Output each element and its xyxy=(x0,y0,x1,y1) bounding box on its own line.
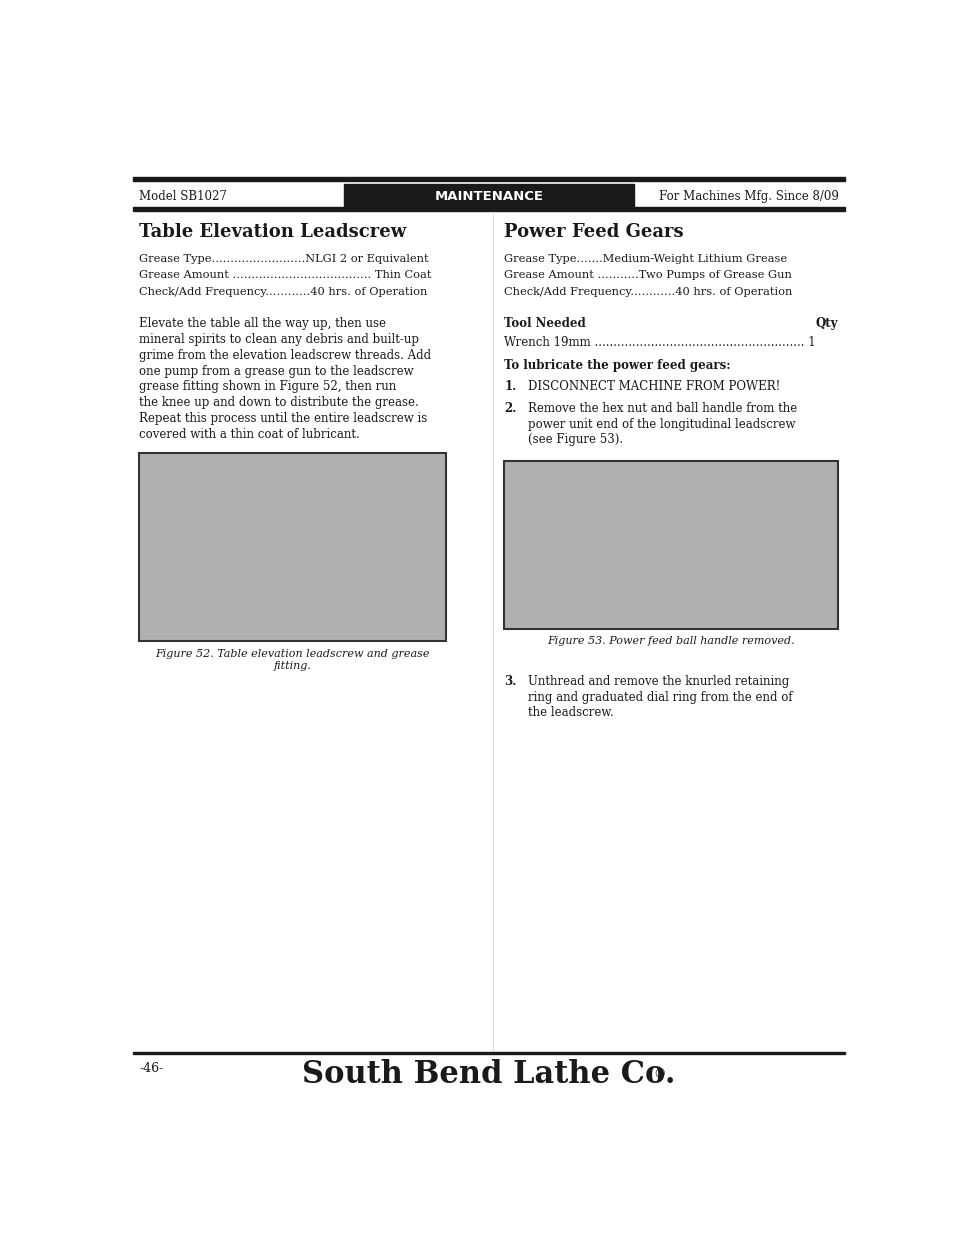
Text: Grease Amount ...........Two Pumps of Grease Gun: Grease Amount ...........Two Pumps of Gr… xyxy=(504,270,792,280)
Text: South Bend Lathe Co.: South Bend Lathe Co. xyxy=(302,1058,675,1091)
Text: To lubricate the power feed gears:: To lubricate the power feed gears: xyxy=(504,359,730,372)
Text: 3.: 3. xyxy=(504,674,517,688)
Text: Qty: Qty xyxy=(815,317,838,330)
Text: Figure 53. Power feed ball handle removed.: Figure 53. Power feed ball handle remove… xyxy=(547,636,794,646)
Text: Grease Type.........................NLGI 2 or Equivalent: Grease Type.........................NLGI… xyxy=(139,253,429,264)
Text: Grease Amount ..................................... Thin Coat: Grease Amount ..........................… xyxy=(139,270,432,280)
Text: Wrench 19mm ........................................................ 1: Wrench 19mm ............................… xyxy=(504,336,815,348)
Text: ring and graduated dial ring from the end of: ring and graduated dial ring from the en… xyxy=(527,690,792,704)
Text: covered with a thin coat of lubricant.: covered with a thin coat of lubricant. xyxy=(139,427,360,441)
Text: Remove the hex nut and ball handle from the: Remove the hex nut and ball handle from … xyxy=(527,401,796,415)
Text: DISCONNECT MACHINE FROM POWER!: DISCONNECT MACHINE FROM POWER! xyxy=(527,380,780,394)
Text: Grease Type.......Medium-Weight Lithium Grease: Grease Type.......Medium-Weight Lithium … xyxy=(504,253,787,264)
Text: the knee up and down to distribute the grease.: the knee up and down to distribute the g… xyxy=(139,396,418,409)
Text: Check/Add Frequency............40 hrs. of Operation: Check/Add Frequency............40 hrs. o… xyxy=(504,287,792,296)
Text: power unit end of the longitudinal leadscrew: power unit end of the longitudinal leads… xyxy=(527,417,795,431)
Bar xyxy=(504,461,837,629)
Bar xyxy=(133,1052,843,1055)
Text: Model SB1027: Model SB1027 xyxy=(139,190,227,203)
Text: grime from the elevation leadscrew threads. Add: grime from the elevation leadscrew threa… xyxy=(139,348,431,362)
Text: grease fitting shown in Figure 52, then run: grease fitting shown in Figure 52, then … xyxy=(139,380,396,394)
Text: Table Elevation Leadscrew: Table Elevation Leadscrew xyxy=(139,222,406,241)
Text: MAINTENANCE: MAINTENANCE xyxy=(434,190,543,203)
Text: -46-: -46- xyxy=(139,1062,164,1074)
Bar xyxy=(344,184,633,207)
Text: For Machines Mfg. Since 8/09: For Machines Mfg. Since 8/09 xyxy=(658,190,838,203)
Text: ®: ® xyxy=(653,1068,665,1082)
Text: Figure 52. Table elevation leadscrew and grease
fitting.: Figure 52. Table elevation leadscrew and… xyxy=(155,650,429,671)
Text: Check/Add Frequency............40 hrs. of Operation: Check/Add Frequency............40 hrs. o… xyxy=(139,287,427,296)
Text: Tool Needed: Tool Needed xyxy=(504,317,585,330)
Text: 1.: 1. xyxy=(504,380,517,394)
Text: Elevate the table all the way up, then use: Elevate the table all the way up, then u… xyxy=(139,317,386,330)
Text: (see Figure 53).: (see Figure 53). xyxy=(527,433,622,447)
Text: the leadscrew.: the leadscrew. xyxy=(527,706,613,720)
Text: Unthread and remove the knurled retaining: Unthread and remove the knurled retainin… xyxy=(527,674,788,688)
Text: one pump from a grease gun to the leadscrew: one pump from a grease gun to the leadsc… xyxy=(139,364,414,378)
Text: Power Feed Gears: Power Feed Gears xyxy=(504,222,683,241)
Text: mineral spirits to clean any debris and built-up: mineral spirits to clean any debris and … xyxy=(139,333,419,346)
Bar xyxy=(139,453,445,641)
Text: Repeat this process until the entire leadscrew is: Repeat this process until the entire lea… xyxy=(139,412,427,425)
Bar xyxy=(133,178,843,180)
Text: 2.: 2. xyxy=(504,401,517,415)
Bar xyxy=(133,207,843,211)
